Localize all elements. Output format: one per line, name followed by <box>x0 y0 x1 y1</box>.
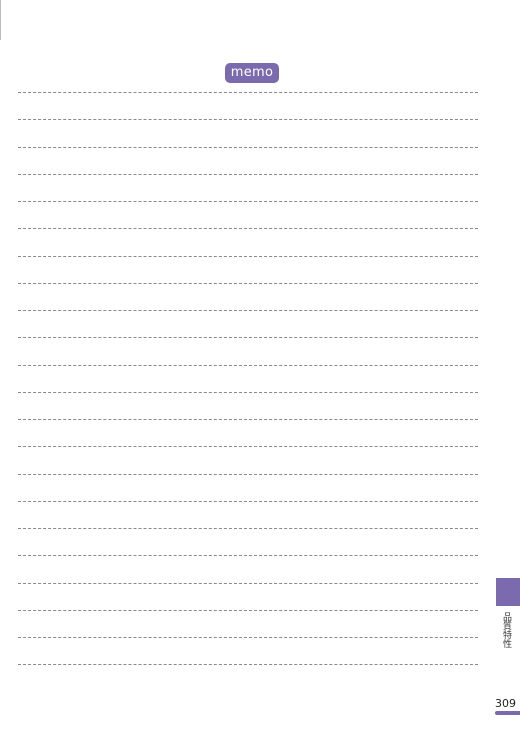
memo-line <box>18 473 478 475</box>
memo-line <box>18 310 478 311</box>
memo-line <box>18 228 478 230</box>
page-number: 309 <box>495 697 516 710</box>
chapter-tab-label: 品質特性 <box>501 612 511 648</box>
memo-line <box>18 282 478 284</box>
memo-line <box>18 173 478 175</box>
memo-line <box>18 582 478 584</box>
memo-line <box>18 337 478 339</box>
memo-line <box>18 201 478 202</box>
memo-line <box>18 500 478 502</box>
memo-line <box>18 528 478 529</box>
memo-line <box>18 119 478 121</box>
memo-line <box>18 92 478 93</box>
memo-line <box>18 255 478 257</box>
memo-line <box>18 146 478 148</box>
page-number-bar <box>495 711 520 715</box>
memo-line <box>18 664 478 666</box>
memo-line <box>18 555 478 557</box>
crop-mark <box>0 0 1 40</box>
memo-line <box>18 446 478 448</box>
chapter-tab <box>496 578 520 606</box>
memo-line <box>18 391 478 393</box>
memo-line <box>18 637 478 638</box>
memo-line <box>18 609 478 611</box>
memo-lines <box>18 0 478 738</box>
memo-badge: memo <box>225 63 279 83</box>
memo-line <box>18 364 478 366</box>
memo-line <box>18 419 478 420</box>
